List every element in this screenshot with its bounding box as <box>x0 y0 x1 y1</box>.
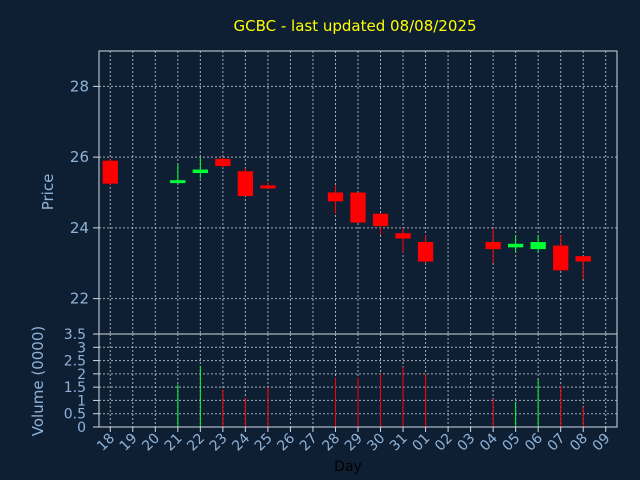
x-axis-label: Day <box>334 459 362 475</box>
volume-tick-label: 1.5 <box>64 380 86 396</box>
candle-body <box>350 192 366 223</box>
candle-body <box>327 192 344 202</box>
volume-tick-label: 2.5 <box>64 354 86 370</box>
price-tick-label: 28 <box>70 77 89 95</box>
price-tick-label: 24 <box>70 219 89 237</box>
volume-tick-label: 1 <box>77 393 86 409</box>
price-tick-labels: 22 24 26 28 <box>70 77 99 308</box>
candle-body <box>395 233 411 239</box>
candle-body <box>575 256 591 262</box>
candle-body <box>192 169 209 174</box>
volume-tick-label: 0.5 <box>64 407 86 423</box>
candle-body <box>417 242 434 262</box>
price-axis-label: Price <box>39 174 57 211</box>
candles <box>102 157 591 280</box>
candle-body <box>260 185 276 189</box>
price-tick-label: 26 <box>70 148 89 166</box>
volume-axis-label: Volume (0000) <box>29 326 47 436</box>
candle-body <box>507 243 524 248</box>
candle-body <box>237 171 254 197</box>
price-tick-label: 22 <box>70 290 89 308</box>
candle-body <box>372 213 389 227</box>
volume-tick-label: 3 <box>77 340 86 356</box>
volume-tick-labels: 00.511.522.533.5 <box>64 327 99 436</box>
candle-body <box>102 160 118 184</box>
volume-tick-label: 0 <box>77 420 86 436</box>
candle-body <box>485 242 501 250</box>
volume-bars <box>177 365 584 427</box>
candle-body <box>530 242 546 250</box>
volume-tick-label: 2 <box>77 367 86 383</box>
candle-body <box>215 158 231 166</box>
candle-body <box>170 180 186 184</box>
chart-title: GCBC - last updated 08/08/2025 <box>234 17 477 35</box>
candle-body <box>553 245 569 271</box>
volume-tick-label: 3.5 <box>64 327 86 343</box>
